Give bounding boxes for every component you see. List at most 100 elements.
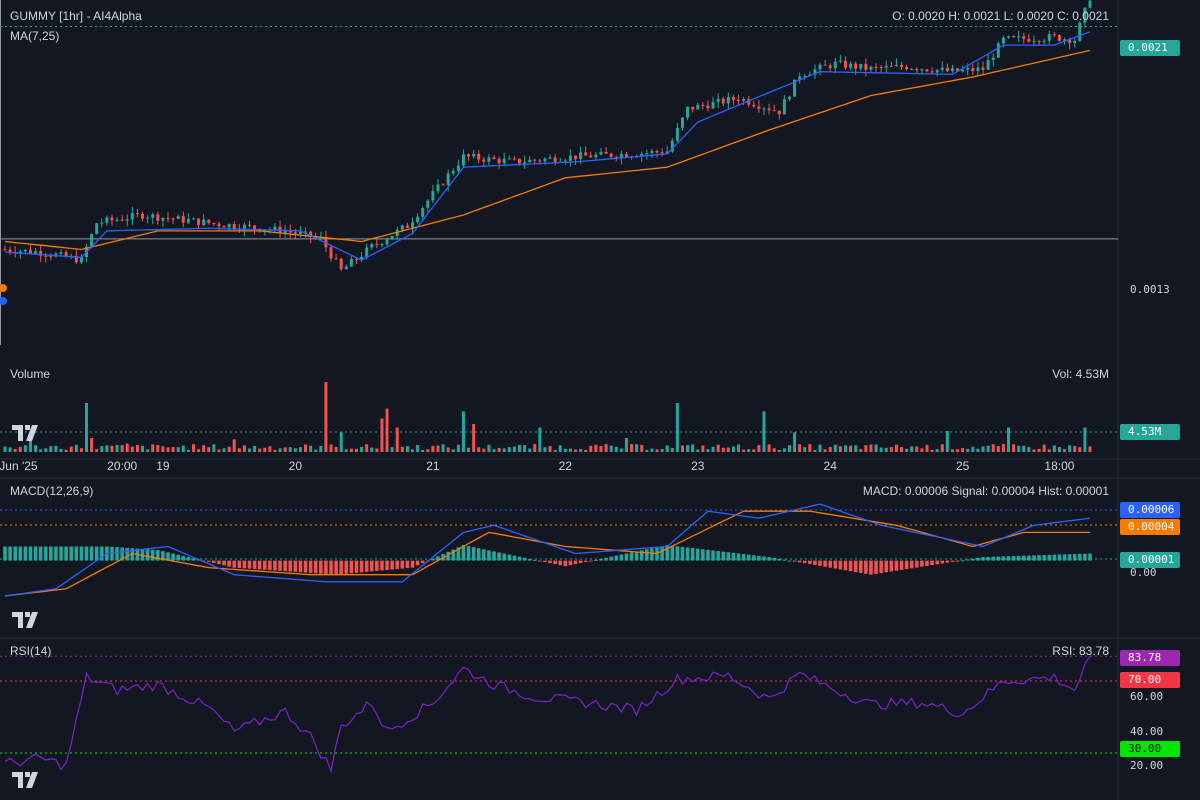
volume-bar: [344, 449, 348, 452]
macd-hist-bar: [227, 560, 231, 567]
candle: [849, 63, 853, 68]
volume-bar: [915, 446, 919, 452]
volume-bar: [1052, 445, 1056, 452]
volume-bar: [263, 447, 267, 452]
candle: [8, 249, 12, 252]
volume-bar: [1078, 447, 1082, 452]
candle: [146, 217, 150, 219]
volume-bar: [441, 444, 445, 452]
macd-hist-bar: [711, 550, 715, 561]
volume-bar: [222, 448, 226, 452]
volume-bar: [981, 446, 985, 452]
volume-bar: [176, 447, 180, 452]
candle: [74, 255, 78, 263]
macd-hist-bar: [909, 560, 914, 569]
candle: [395, 229, 399, 237]
macd-hist-bar: [166, 552, 170, 561]
volume-bar: [502, 448, 506, 452]
rsi-60-label: 60.00: [1130, 690, 1164, 703]
macd-hist-bar: [838, 560, 843, 570]
candle: [889, 65, 893, 67]
candle: [859, 63, 863, 69]
volume-bar: [523, 445, 527, 452]
macd-hist-bar: [797, 560, 802, 563]
macd-hist-bar: [1072, 554, 1077, 561]
candle: [436, 184, 440, 192]
candle: [548, 157, 552, 159]
volume-bar: [737, 444, 741, 452]
candle: [599, 151, 603, 155]
candle: [976, 67, 980, 72]
candle: [334, 258, 338, 260]
macd-hist-bar: [741, 554, 746, 561]
macd-hist-bar: [257, 560, 262, 570]
macd-hist-bar: [38, 546, 43, 561]
macd-hist-bar: [527, 558, 532, 561]
volume-bar: [574, 449, 578, 452]
candle: [920, 69, 924, 71]
volume-bar: [207, 447, 211, 452]
candle: [991, 57, 995, 61]
volume-bar: [1017, 445, 1021, 452]
volume-bar: [161, 446, 165, 452]
volume-bar: [793, 432, 797, 452]
macd-hist-bar: [1042, 555, 1046, 561]
macd-hist-bar: [181, 555, 186, 561]
candle: [354, 259, 358, 261]
candle: [28, 249, 32, 254]
macd-hist-bar: [212, 560, 216, 563]
candle: [156, 214, 160, 221]
candle: [772, 110, 776, 112]
candle: [579, 152, 583, 160]
candle: [497, 158, 501, 164]
macd-hist-bar: [1047, 554, 1052, 561]
macd-hist-bar: [222, 560, 226, 566]
candle: [584, 152, 588, 156]
candle: [232, 224, 236, 229]
macd-hist-bar: [369, 560, 374, 572]
candle: [798, 76, 802, 80]
macd-hist-bar: [884, 560, 889, 573]
macd-hist-bar: [960, 560, 965, 562]
volume-bar: [507, 447, 511, 452]
candle: [100, 222, 104, 224]
candle: [553, 157, 557, 163]
macd-hist-bar: [650, 548, 654, 561]
volume-bar: [1032, 449, 1036, 452]
macd-hist-bar: [828, 560, 833, 568]
candle: [222, 226, 226, 228]
candle: [461, 154, 465, 166]
candle: [874, 66, 878, 68]
volume-bar: [803, 447, 807, 452]
macd-hist-bar: [685, 547, 690, 561]
macd-hist-bar: [619, 554, 624, 561]
macd-hist-bar: [731, 552, 736, 561]
candle: [242, 224, 246, 231]
macd-hist-bar: [237, 560, 242, 568]
volume-bar: [461, 411, 465, 452]
volume-bar: [1068, 445, 1072, 452]
volume-pane-title: Volume: [10, 367, 51, 381]
candle: [212, 222, 216, 224]
volume-bar: [436, 445, 440, 452]
candle: [141, 213, 145, 219]
macd-hist-bar: [787, 560, 792, 562]
macd-hist-bar: [23, 546, 28, 561]
candle: [125, 219, 129, 221]
x-tick-label: 25: [955, 459, 970, 473]
candle: [910, 68, 914, 70]
volume-bar: [23, 445, 27, 452]
candle: [701, 104, 705, 106]
volume-bar: [726, 447, 730, 452]
volume-readout: Vol: 4.53M: [1052, 367, 1109, 381]
volume-bar: [859, 449, 863, 452]
candle: [787, 96, 791, 100]
volume-last-tag: 4.53M: [1120, 424, 1180, 440]
candle: [726, 97, 730, 104]
candle: [431, 191, 435, 201]
volume-bar: [248, 448, 252, 452]
macd-hist-bar: [639, 550, 644, 561]
volume-bar: [1063, 449, 1067, 452]
candle: [135, 213, 139, 215]
